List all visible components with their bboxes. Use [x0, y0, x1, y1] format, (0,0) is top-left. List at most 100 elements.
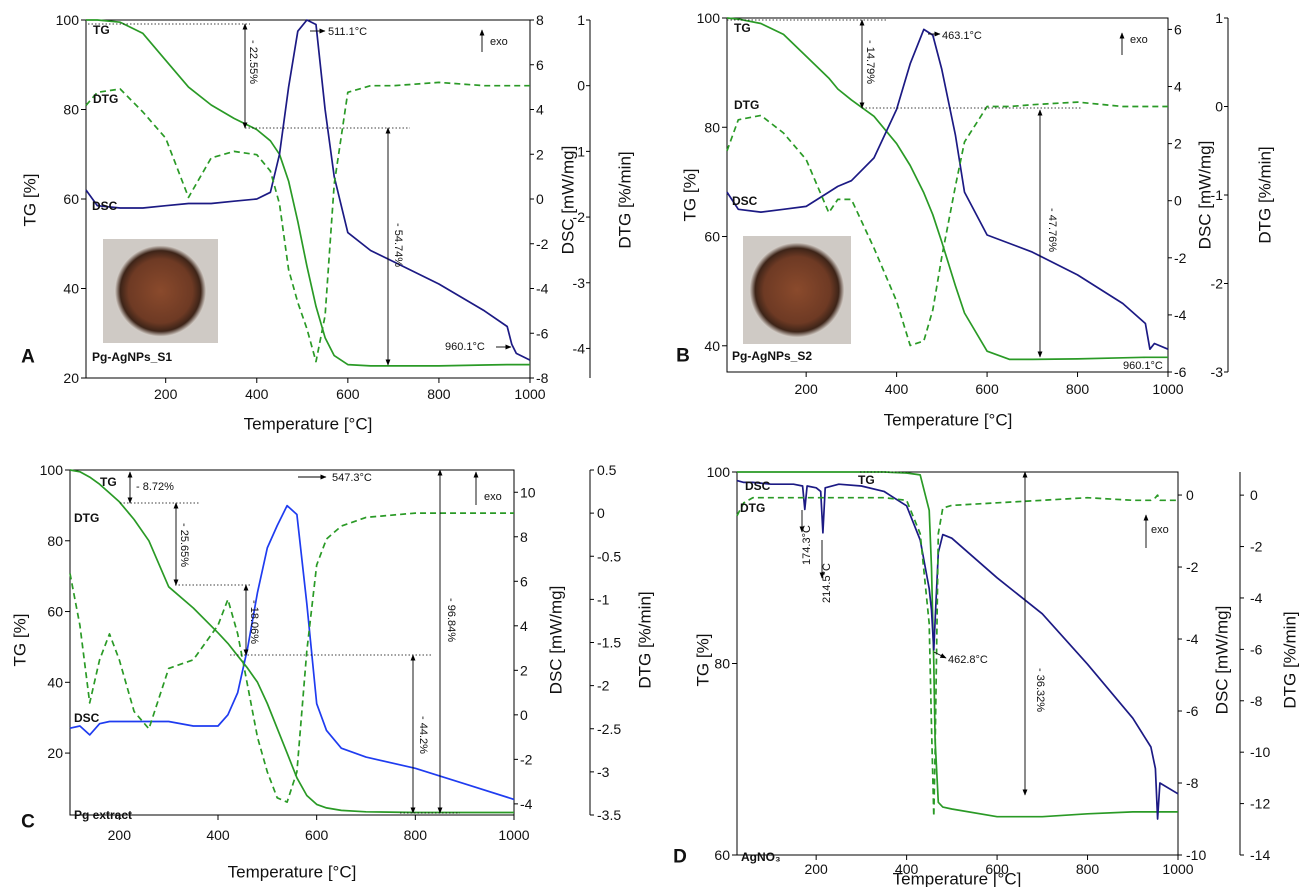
y3-tick-label: -1: [573, 143, 586, 159]
series-line: [736, 494, 1178, 818]
y2-tick-label: -4: [1186, 631, 1199, 647]
y2-tick-label: -6: [536, 325, 549, 341]
y-axis-title: DSC [mW/mg]: [1196, 141, 1215, 250]
y3-tick-label: -1: [597, 591, 610, 607]
y-tick-label: 100: [40, 462, 64, 478]
sample-label: Pg-AgNPs_S1: [92, 350, 172, 364]
y-tick-label: 100: [56, 12, 80, 28]
panel-letter: A: [21, 347, 35, 368]
annotation: - 22.55%: [247, 40, 259, 84]
series-line: [69, 512, 514, 803]
annotation: 462.8°C: [948, 654, 988, 666]
y-tick-label: 40: [47, 674, 63, 690]
annotation: exo: [484, 491, 502, 503]
series-label: TG: [93, 23, 110, 37]
y3-tick-label: 1: [577, 12, 585, 28]
y2-tick-label: -2: [520, 751, 533, 767]
y3-tick-label: 1: [1215, 10, 1223, 26]
plot-frame: [726, 17, 1169, 373]
y3-tick-label: 0.5: [597, 462, 617, 478]
series-label: TG: [100, 475, 117, 489]
y3-tick-label: -3: [597, 764, 610, 780]
y-axis-title: DSC [mW/mg]: [547, 586, 566, 695]
annotation: - 44.2%: [417, 716, 429, 754]
annotation: - 14.79%: [864, 40, 876, 84]
y-axis-title: DTG [%/min]: [636, 591, 655, 688]
series-label: DSC: [745, 479, 771, 493]
y3-tick-label: -4: [1250, 590, 1263, 606]
x-tick-label: 200: [804, 861, 828, 877]
y3-tick-label: -2: [1211, 276, 1224, 292]
annotation: exo: [490, 36, 508, 48]
annotation: 960.1°C: [445, 341, 485, 353]
y-tick-label: 60: [714, 847, 730, 863]
annotation: - 96.84%: [445, 598, 457, 642]
x-tick-label: 800: [404, 827, 428, 843]
x-tick-label: 1000: [514, 386, 545, 402]
annotation: 214.5°C: [821, 563, 833, 603]
x-tick-label: 800: [427, 386, 451, 402]
annotation: 547.3°C: [332, 472, 372, 484]
x-tick-label: 600: [985, 861, 1009, 877]
panel: 200 400 600 800 1000 40 60 80 100 -6 -4 -2 0 2 4 6 -3 -2 -…: [676, 10, 1274, 430]
y2-tick-label: -2: [1186, 559, 1199, 575]
x-tick-label: 400: [206, 827, 230, 843]
y2-tick-label: 6: [520, 573, 528, 589]
panel: 200 400 600 800 100020406080100-8-6-4-202468…: [21, 12, 635, 434]
panel-letter: B: [676, 346, 690, 367]
annotation: - 54.74%: [392, 223, 404, 267]
y3-tick-label: -3: [573, 275, 586, 291]
annotation: 960.1°C: [1123, 360, 1163, 372]
y-tick-label: 60: [47, 604, 63, 620]
annotation: exo: [1151, 524, 1169, 536]
y2-tick-label: 6: [536, 57, 544, 73]
x-tick-label: 600: [305, 827, 329, 843]
y2-tick-label: -8: [536, 370, 549, 386]
series-label: DTG: [74, 511, 99, 525]
panel: 200 400 600 800 1000 20 40 60 80 100 -4 -2 0 2 4 6 8 10 -3…: [11, 462, 655, 882]
y2-tick-label: 4: [520, 618, 528, 634]
series-line: [69, 504, 515, 801]
x-axis-title: Temperature [°C]: [884, 411, 1013, 430]
x-tick-label: 600: [975, 381, 999, 397]
y-axis-title: DSC [mW/mg]: [559, 146, 578, 255]
y3-tick-label: -6: [1250, 641, 1263, 657]
annotation: - 8.72%: [136, 481, 174, 493]
y2-tick-label: 10: [520, 484, 536, 500]
sample-label: Pg-AgNPs_S2: [732, 349, 812, 363]
arrow: [933, 651, 947, 659]
y-axis-title: TG [%]: [11, 614, 30, 667]
x-tick-label: 600: [336, 386, 360, 402]
x-tick-label: 200: [154, 386, 178, 402]
x-tick-label: 200: [794, 381, 818, 397]
y3-tick-label: -4: [573, 340, 586, 356]
crucible: [749, 242, 845, 338]
y-tick-label: 20: [63, 370, 79, 386]
y3-tick-label: -3.5: [597, 807, 621, 823]
y2-tick-label: -10: [1186, 847, 1206, 863]
series-label: DTG: [93, 92, 118, 106]
series-line: [726, 28, 1169, 351]
y2-tick-label: 0: [536, 191, 544, 207]
annotation: 463.1°C: [942, 30, 982, 42]
y-tick-label: 80: [63, 102, 79, 118]
y3-tick-label: 0: [1215, 99, 1223, 115]
y3-tick-label: -1: [1211, 187, 1224, 203]
crucible: [114, 245, 207, 337]
series-line: [726, 101, 1168, 347]
panel-letter: D: [673, 847, 687, 868]
y3-tick-label: 0: [577, 78, 585, 94]
annotation: - 36.32%: [1034, 668, 1046, 712]
x-tick-label: 400: [895, 861, 919, 877]
y2-tick-label: -4: [520, 796, 533, 812]
y3-tick-label: 0: [1250, 487, 1258, 503]
annotation: 511.1°C: [328, 26, 367, 38]
y3-tick-label: -3: [1211, 364, 1224, 380]
y-axis-title: DTG [%/min]: [1281, 611, 1300, 708]
x-axis-title: Temperature [°C]: [228, 863, 357, 882]
x-axis-title: Temperature [°C]: [893, 870, 1022, 887]
x-tick-label: 200: [108, 827, 132, 843]
y-tick-label: 60: [63, 191, 79, 207]
y2-tick-label: -6: [1174, 364, 1187, 380]
y3-tick-label: -14: [1250, 847, 1270, 863]
